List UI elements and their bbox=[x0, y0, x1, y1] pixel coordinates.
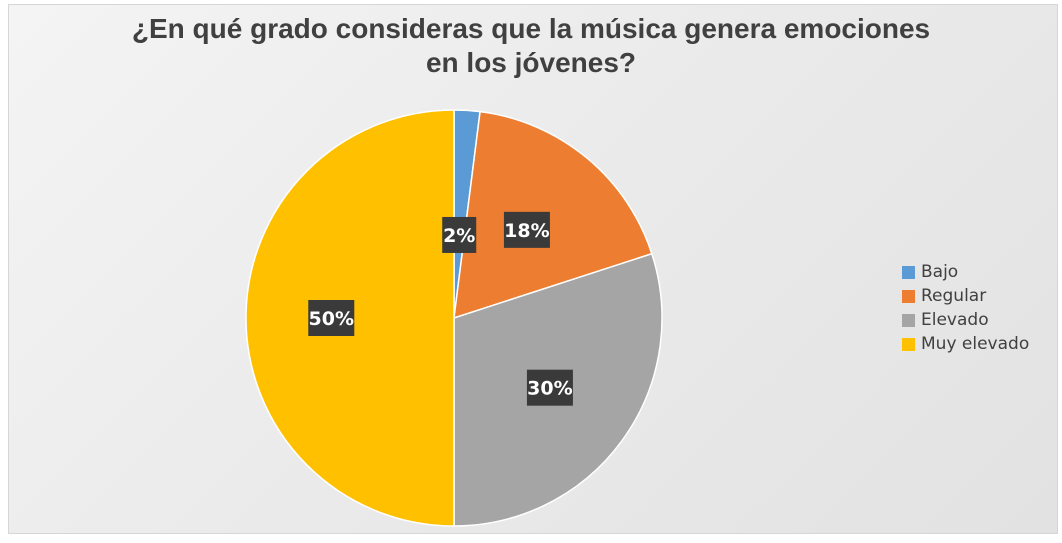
pie-slice-regular bbox=[453, 110, 653, 320]
data-label-text-regular: 18% bbox=[504, 220, 549, 242]
legend-label-elevado: Elevado bbox=[921, 310, 989, 330]
data-label-muy-elevado: 50% bbox=[308, 300, 355, 336]
data-label-elevado: 30% bbox=[526, 369, 573, 406]
legend-label-muy-elevado: Muy elevado bbox=[921, 334, 1030, 354]
legend-item-elevado: Elevado bbox=[902, 308, 1029, 332]
data-label-text-muy-elevado: 50% bbox=[309, 308, 354, 330]
data-label-text-elevado: 30% bbox=[527, 378, 572, 400]
legend-item-regular: Regular bbox=[902, 284, 1029, 308]
data-label-box-muy-elevado bbox=[308, 300, 355, 336]
legend-label-regular: Regular bbox=[921, 286, 987, 306]
chart-title: ¿En qué grado consideras que la música g… bbox=[0, 12, 1062, 80]
legend-label-bajo: Bajo bbox=[921, 262, 959, 282]
legend-swatch-elevado bbox=[902, 313, 915, 327]
data-label-box-elevado bbox=[526, 369, 573, 406]
chart-title-line-2: en los jóvenes? bbox=[425, 47, 637, 78]
data-label-bajo: 2% bbox=[442, 216, 477, 253]
chart-title-line-1: ¿En qué grado consideras que la música g… bbox=[131, 13, 931, 44]
data-label-box-regular bbox=[503, 211, 550, 248]
data-label-regular: 18% bbox=[503, 211, 550, 248]
legend-item-muy-elevado: Muy elevado bbox=[902, 332, 1029, 356]
legend: Bajo Regular Elevado Muy elevado bbox=[902, 260, 1029, 356]
legend-swatch-regular bbox=[902, 289, 915, 303]
legend-swatch-bajo bbox=[902, 265, 915, 279]
legend-swatch-muy-elevado bbox=[902, 337, 915, 351]
data-label-text-bajo: 2% bbox=[443, 225, 475, 247]
legend-item-bajo: Bajo bbox=[902, 260, 1029, 284]
data-label-box-bajo bbox=[442, 216, 477, 253]
